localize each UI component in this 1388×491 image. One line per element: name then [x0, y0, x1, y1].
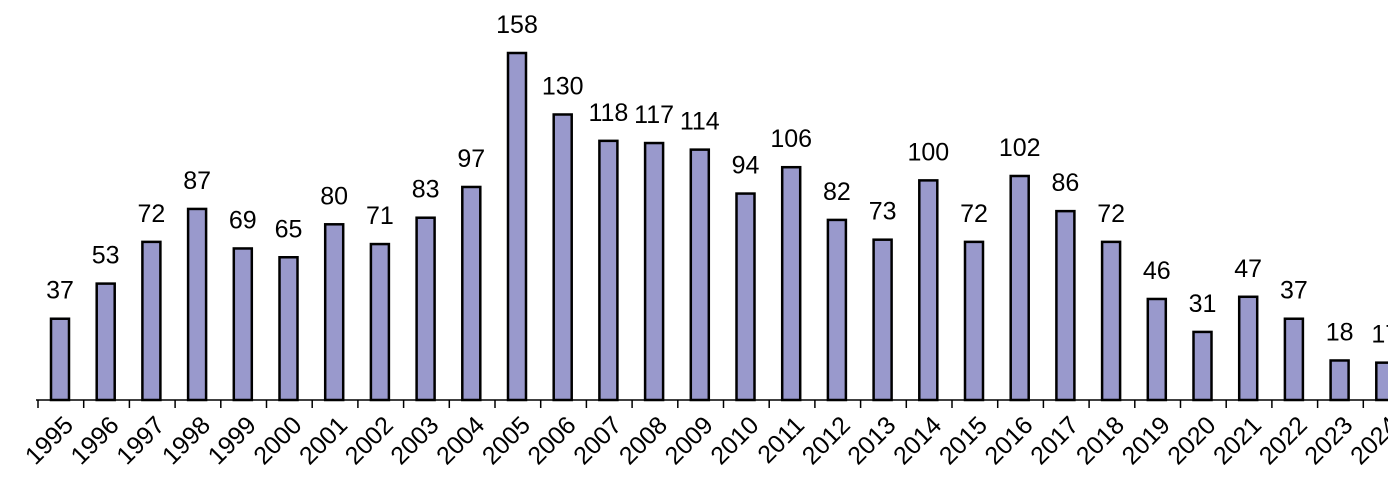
- x-tick-label-2008: 2008: [614, 411, 673, 470]
- bar-2003: [415, 216, 436, 402]
- x-tick-label-2021: 2021: [1208, 411, 1267, 470]
- bar-2010: [735, 192, 756, 402]
- bar-2018: [1100, 240, 1122, 402]
- x-tick-label-1998: 1998: [157, 411, 216, 470]
- bar-2001: [323, 223, 345, 402]
- data-label-2017: 86: [1051, 169, 1079, 197]
- x-tick-label-2022: 2022: [1254, 411, 1313, 470]
- data-label-2014: 100: [907, 138, 949, 166]
- x-tick-label-2001: 2001: [294, 411, 353, 470]
- x-tick-label-2013: 2013: [842, 411, 901, 470]
- bar-1997: [141, 240, 162, 402]
- x-tick-label-2002: 2002: [340, 411, 399, 470]
- x-tick-label-2018: 2018: [1071, 411, 1130, 470]
- bar-1998: [186, 207, 208, 402]
- bar-2012: [826, 218, 848, 402]
- data-label-2000: 65: [275, 215, 303, 243]
- data-label-2020: 31: [1189, 290, 1217, 318]
- data-label-1999: 69: [229, 206, 257, 234]
- bar-2021: [1237, 295, 1259, 402]
- x-tick-label-1996: 1996: [65, 411, 124, 470]
- x-tick-label-2005: 2005: [477, 411, 536, 470]
- data-label-2007: 118: [588, 99, 628, 127]
- data-label-2005: 158: [496, 11, 538, 39]
- x-tick-label-2004: 2004: [431, 411, 490, 470]
- bar-2007: [598, 139, 619, 402]
- x-axis-ticks-group: [37, 400, 1365, 408]
- data-label-2006: 130: [542, 72, 584, 100]
- x-tick-label-1999: 1999: [203, 411, 262, 470]
- x-tick-label-2016: 2016: [979, 411, 1038, 470]
- x-tick-label-2015: 2015: [934, 411, 993, 470]
- bar-2006: [552, 113, 573, 402]
- bar-2020: [1192, 330, 1213, 402]
- x-tick-label-2024: 2024: [1345, 411, 1388, 470]
- x-tick-label-1995: 1995: [20, 411, 79, 470]
- x-tick-label-2017: 2017: [1025, 411, 1084, 470]
- data-label-2011: 106: [770, 125, 812, 153]
- bar-1999: [232, 247, 254, 402]
- bar-2015: [963, 240, 985, 402]
- x-tick-label-2011: 2011: [752, 411, 810, 469]
- x-tick-label-2009: 2009: [660, 411, 719, 470]
- bar-2000: [278, 256, 299, 402]
- data-label-2003: 83: [412, 176, 440, 204]
- bar-2023: [1329, 359, 1350, 402]
- x-tick-label-2007: 2007: [568, 411, 627, 470]
- x-tick-label-2000: 2000: [248, 411, 307, 470]
- x-tick-label-2023: 2023: [1299, 411, 1358, 470]
- bar-2009: [689, 148, 711, 402]
- bar-2008: [643, 141, 665, 402]
- data-label-2019: 46: [1143, 257, 1171, 285]
- bar-2017: [1055, 209, 1076, 402]
- data-label-2015: 72: [960, 200, 988, 228]
- x-tick-label-2003: 2003: [385, 411, 444, 470]
- x-tick-label-2019: 2019: [1117, 411, 1176, 470]
- data-label-2021: 47: [1234, 255, 1262, 283]
- bar-2024: [1375, 361, 1388, 402]
- bar-2014: [918, 179, 939, 402]
- bar-1996: [95, 282, 116, 402]
- bar-2022: [1283, 317, 1305, 402]
- data-label-2022: 37: [1280, 277, 1308, 305]
- bar-2011: [780, 165, 802, 402]
- x-tick-label-2014: 2014: [888, 411, 947, 470]
- bar-2002: [369, 242, 391, 402]
- data-label-2008: 117: [634, 101, 674, 129]
- bar-2013: [872, 238, 893, 402]
- data-label-2010: 94: [732, 152, 760, 180]
- data-label-2018: 72: [1097, 200, 1125, 228]
- bar-2016: [1009, 174, 1030, 402]
- data-label-1995: 37: [46, 277, 74, 305]
- bar-2004: [461, 185, 482, 402]
- data-label-2013: 73: [869, 198, 897, 226]
- data-label-1997: 72: [137, 200, 165, 228]
- data-label-2023: 18: [1326, 318, 1354, 346]
- data-label-1998: 87: [183, 167, 211, 195]
- data-label-2002: 71: [366, 202, 394, 230]
- x-tick-label-2006: 2006: [522, 411, 581, 470]
- data-label-2004: 97: [457, 145, 485, 173]
- bar-2019: [1146, 297, 1168, 402]
- x-axis-tick-labels-group: 1995199619971998199920002001200220032004…: [20, 411, 1388, 470]
- x-tick-label-1997: 1997: [111, 411, 170, 470]
- data-label-2024: 17: [1371, 321, 1388, 349]
- x-tick-label-2020: 2020: [1162, 411, 1221, 470]
- bar-2005: [506, 51, 528, 402]
- x-tick-label-2010: 2010: [705, 411, 764, 470]
- data-label-2012: 82: [823, 178, 851, 206]
- x-tick-label-2012: 2012: [797, 411, 856, 470]
- data-label-2009: 114: [680, 108, 720, 136]
- data-label-1996: 53: [92, 242, 120, 270]
- bar-1995: [49, 317, 71, 402]
- data-label-2016: 102: [999, 134, 1041, 162]
- data-label-2001: 80: [320, 182, 348, 210]
